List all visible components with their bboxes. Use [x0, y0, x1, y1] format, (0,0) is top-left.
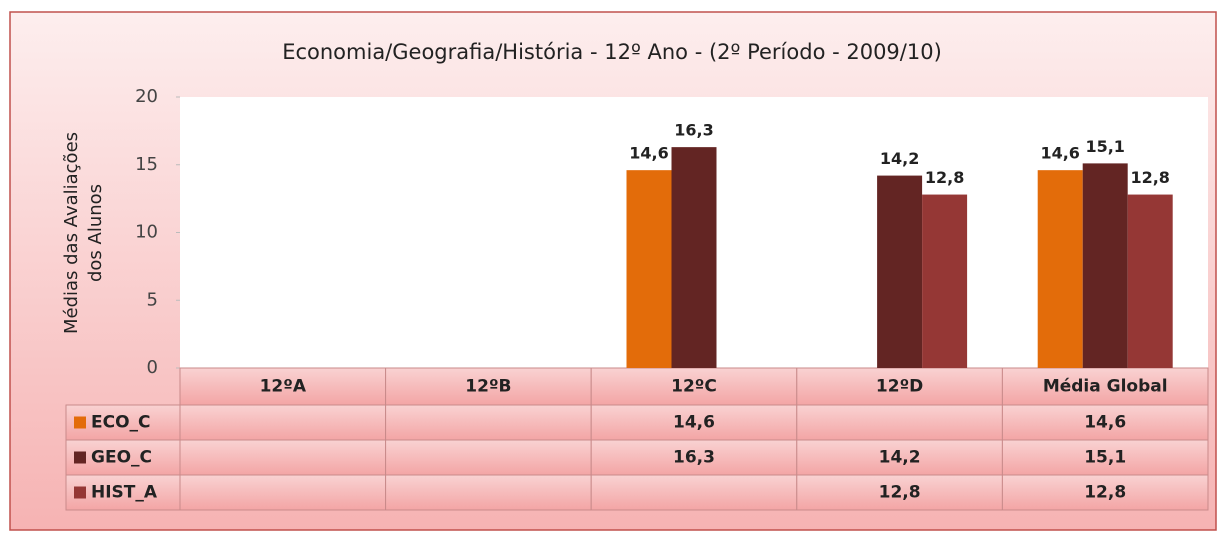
- table-cell: [179, 367, 387, 406]
- table-value: 12,8: [1084, 483, 1126, 503]
- table-cell: [590, 404, 798, 441]
- table-value: 14,2: [879, 448, 921, 468]
- table-cell: [179, 439, 387, 476]
- legend-label: HIST_A: [91, 483, 158, 503]
- bar: [671, 147, 717, 368]
- y-axis-label: dos Alunos: [85, 184, 106, 282]
- table-value: 14,6: [673, 413, 715, 433]
- table-cell: [179, 474, 387, 511]
- bar: [1082, 163, 1128, 368]
- x-tick-label: Média Global: [1043, 377, 1168, 397]
- table-cell: [796, 439, 1003, 476]
- x-tick-label: 12ºC: [671, 377, 717, 397]
- data-label: 14,6: [1040, 144, 1079, 163]
- data-label: 15,1: [1085, 137, 1124, 156]
- data-label: 16,3: [674, 121, 713, 140]
- bar: [1037, 170, 1083, 368]
- y-tick-label: 20: [135, 86, 158, 107]
- table-cell: [796, 474, 1003, 511]
- x-tick-label: 12ºA: [260, 377, 307, 397]
- table-cell: [590, 474, 798, 511]
- bar: [626, 170, 672, 368]
- table-value: 16,3: [673, 448, 715, 468]
- table-cell: [796, 404, 1003, 441]
- chart-title: Economia/Geografia/História - 12º Ano - …: [282, 40, 942, 64]
- y-tick-label: 15: [135, 154, 158, 175]
- legend-label: GEO_C: [91, 448, 152, 468]
- legend-swatch: [74, 451, 86, 464]
- table-cell: [385, 474, 592, 511]
- data-label: 14,6: [629, 144, 668, 163]
- legend-label: ECO_C: [91, 413, 151, 433]
- bar: [922, 194, 968, 368]
- y-tick-label: 10: [135, 222, 158, 243]
- table-cell: [179, 404, 387, 441]
- table-value: 15,1: [1084, 448, 1126, 468]
- y-tick-label: 0: [147, 357, 158, 378]
- table-value: 12,8: [879, 483, 921, 503]
- legend-swatch: [74, 416, 86, 429]
- data-label: 12,8: [1130, 168, 1169, 187]
- table-cell: [590, 439, 798, 476]
- bar: [877, 175, 923, 368]
- table-cell: [385, 404, 592, 441]
- table-value: 14,6: [1084, 413, 1126, 433]
- x-tick-label: 12ºD: [876, 377, 923, 397]
- data-label: 14,2: [880, 149, 919, 168]
- y-axis-label: Médias das Avaliações: [61, 132, 82, 334]
- legend-swatch: [74, 486, 86, 499]
- data-label: 12,8: [925, 168, 964, 187]
- bar: [1127, 194, 1173, 368]
- table-cell: [1001, 474, 1209, 511]
- x-tick-label: 12ºB: [465, 377, 511, 397]
- table-cell: [385, 439, 592, 476]
- y-tick-label: 5: [147, 289, 158, 310]
